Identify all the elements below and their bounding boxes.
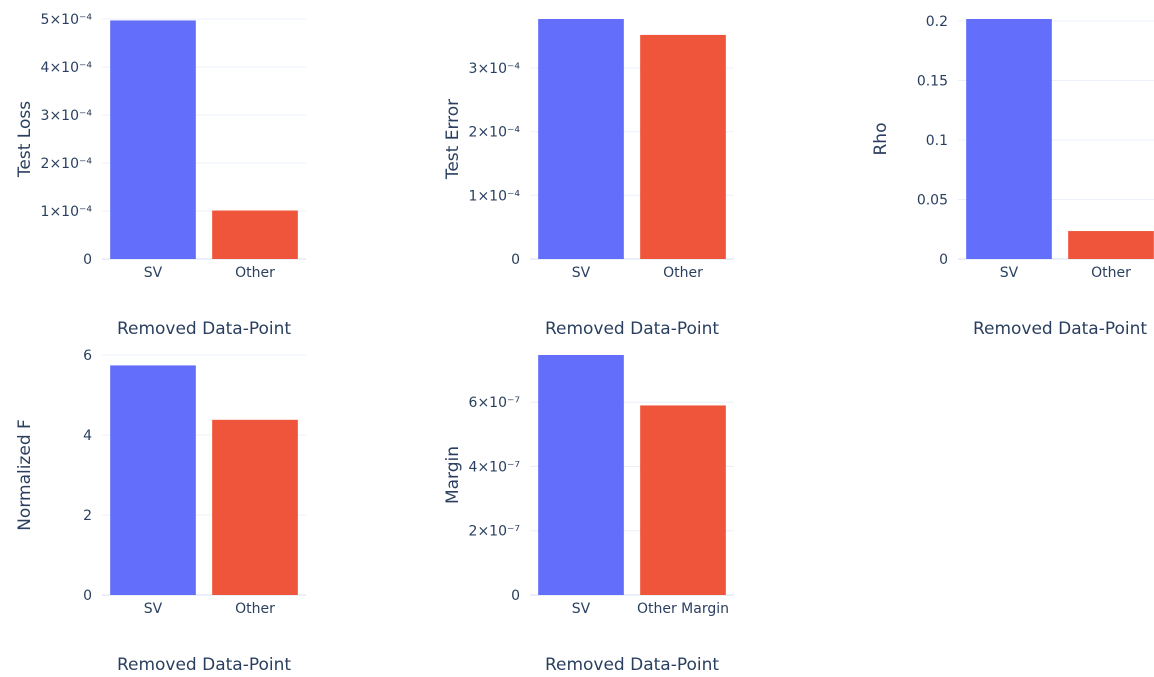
chart-panel-test-loss: 0 1×10⁻⁴ 2×10⁻⁴ 3×10⁻⁴ 4×10⁻⁴ 5×10⁻⁴ SV Other Re… xyxy=(0,0,350,339)
y-axis-title: Test Error xyxy=(443,99,463,180)
y-tick-label: 0.15 xyxy=(917,74,948,90)
chart-panel-rho: 0 0.05 0.1 0.15 0.2 SV Other Removed Data-Point… xyxy=(856,0,1154,339)
bar-other xyxy=(212,419,298,595)
y-tick-label: 2×10⁻⁷ xyxy=(469,524,520,540)
x-axis-title: Removed Data-Point xyxy=(545,319,719,339)
bar-other-margin xyxy=(640,405,726,595)
y-tick-label: 2×10⁻⁴ xyxy=(469,125,521,141)
bar-sv xyxy=(110,365,196,595)
y-tick-label: 4×10⁻⁷ xyxy=(469,459,520,475)
x-tick-label: SV xyxy=(144,265,163,281)
x-axis-title: Removed Data-Point xyxy=(117,319,291,339)
x-tick-label: Other xyxy=(235,265,275,281)
y-tick-label: 0.05 xyxy=(917,193,948,209)
chart-panel-margin: 0 2×10⁻⁷ 4×10⁻⁷ 6×10⁻⁷ SV Other Margin Removed… xyxy=(428,336,778,675)
bar-other xyxy=(1068,231,1154,259)
x-tick-label: Other Margin xyxy=(637,601,729,617)
bar-other xyxy=(640,34,726,260)
y-tick-label: 6×10⁻⁷ xyxy=(469,395,520,411)
x-tick-label: SV xyxy=(572,265,591,281)
x-tick-label: SV xyxy=(144,601,163,617)
y-tick-label: 4 xyxy=(83,428,92,444)
x-tick-label: Other xyxy=(1091,265,1131,281)
bar-sv xyxy=(110,20,196,259)
y-tick-label: 3×10⁻⁴ xyxy=(41,108,93,124)
y-axis-title: Margin xyxy=(443,446,463,504)
x-tick-label: Other xyxy=(235,601,275,617)
y-axis-title: Test Loss xyxy=(15,101,35,178)
x-tick-label: SV xyxy=(572,601,591,617)
x-axis-title: Removed Data-Point xyxy=(117,655,291,675)
x-axis-title: Removed Data-Point xyxy=(973,319,1147,339)
y-tick-label: 0.1 xyxy=(926,133,948,149)
y-tick-label: 5×10⁻⁴ xyxy=(41,12,93,28)
y-tick-label: 0 xyxy=(83,252,92,268)
y-tick-label: 6 xyxy=(83,348,92,364)
y-tick-label: 0 xyxy=(511,252,520,268)
x-tick-label: Other xyxy=(663,265,703,281)
y-tick-label: 2×10⁻⁴ xyxy=(41,156,93,172)
bar-sv xyxy=(966,19,1052,259)
bar-sv xyxy=(538,19,624,259)
y-tick-label: 2 xyxy=(83,508,92,524)
y-axis-title: Rho xyxy=(871,123,891,156)
y-tick-label: 0.2 xyxy=(926,14,948,30)
bar-sv xyxy=(538,355,624,595)
bar-other xyxy=(212,210,298,259)
chart-panel-test-error: 0 1×10⁻⁴ 2×10⁻⁴ 3×10⁻⁴ SV Other Removed Data-P… xyxy=(428,0,778,339)
x-tick-label: SV xyxy=(1000,265,1019,281)
y-tick-label: 1×10⁻⁴ xyxy=(469,188,521,204)
y-tick-label: 3×10⁻⁴ xyxy=(469,61,521,77)
chart-panel-normalized-f: 0 2 4 6 SV Other Removed Data-Point Normalized … xyxy=(0,336,350,675)
y-tick-label: 4×10⁻⁴ xyxy=(41,60,93,76)
y-tick-label: 1×10⁻⁴ xyxy=(41,204,93,220)
y-tick-label: 0 xyxy=(83,588,92,604)
y-tick-label: 0 xyxy=(511,588,520,604)
y-axis-title: Normalized F xyxy=(15,419,35,531)
x-axis-title: Removed Data-Point xyxy=(545,655,719,675)
y-tick-label: 0 xyxy=(939,252,948,268)
